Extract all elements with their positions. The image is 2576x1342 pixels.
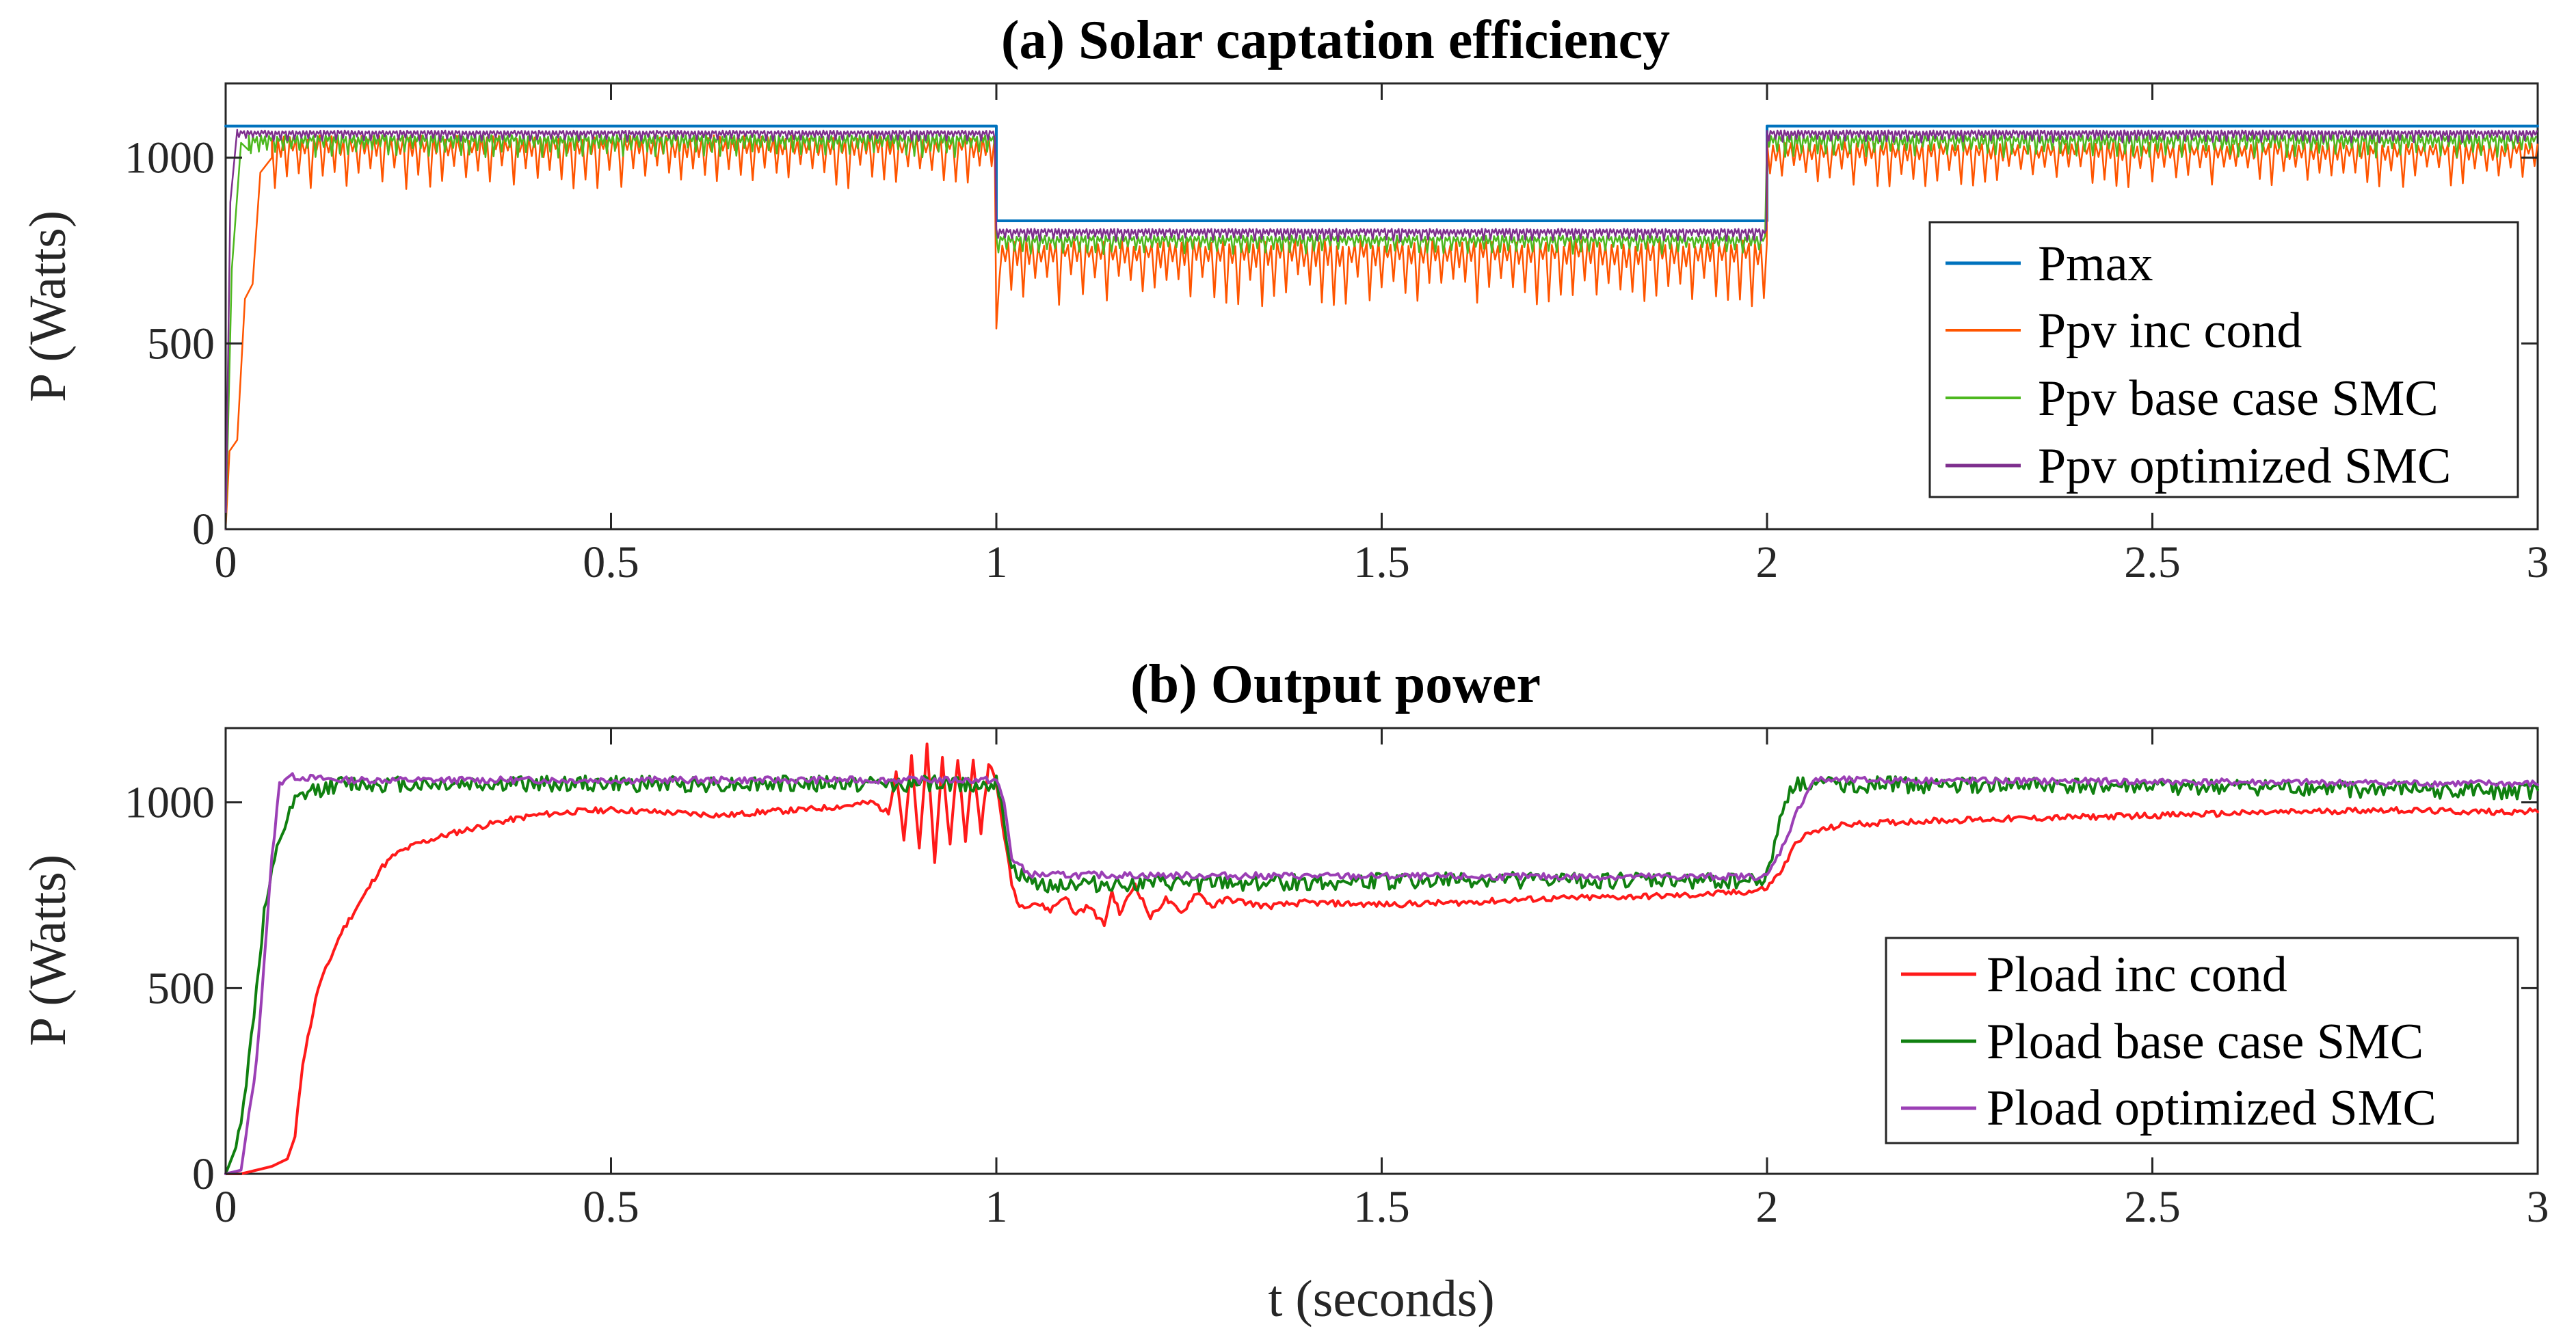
legend-label-ppv-optimized-smc: Ppv optimized SMC — [2038, 438, 2451, 494]
legend-label-pload-base-case-smc: Pload base case SMC — [1987, 1014, 2424, 1070]
x-tick-label: 0.5 — [583, 1182, 639, 1232]
x-tick-label: 1.5 — [1353, 1182, 1410, 1232]
panel-a-ticks: 0 0.5 1 1.5 2 2.5 3 0 500 1000 — [124, 83, 2549, 587]
panel-b-ticks: 0 0.5 1 1.5 2 2.5 3 0 500 1000 — [124, 728, 2549, 1232]
series-ppv-optimized-smc — [224, 129, 2538, 531]
panel-b-title: (b) Output power — [1130, 654, 1541, 714]
panel-a-ylabel: P (Watts) — [19, 211, 77, 402]
y-tick-label: 0 — [192, 1149, 215, 1199]
x-tick-label: 1 — [985, 537, 1008, 587]
x-tick-label: 0 — [215, 1182, 237, 1232]
x-tick-label: 1 — [985, 1182, 1008, 1232]
y-tick-label: 1000 — [124, 133, 215, 183]
y-tick-label: 500 — [147, 319, 215, 368]
y-tick-label: 1000 — [124, 778, 215, 828]
x-tick-label: 3 — [2527, 537, 2549, 587]
x-tick-label: 1.5 — [1353, 537, 1410, 587]
series-ppv-inc-cond — [224, 134, 2538, 531]
legend-label-ppv-inc-cond: Ppv inc cond — [2038, 303, 2302, 359]
panel-a-legend-box — [1928, 221, 2519, 498]
legend-label-pload-inc-cond: Pload inc cond — [1987, 947, 2287, 1003]
series-pmax — [224, 124, 2539, 222]
y-tick-label: 0 — [192, 505, 215, 554]
x-tick-label: 2 — [1756, 1182, 1779, 1232]
legend-label-ppv-base-case-smc: Ppv base case SMC — [2038, 371, 2439, 427]
x-tick-label: 2.5 — [2124, 537, 2181, 587]
panel-b: (b) Output power 0 0.5 1 1.5 2 2.5 3 0 500 1000 P… — [19, 654, 2549, 1328]
y-tick-label: 500 — [147, 963, 215, 1013]
legend-label-pload-optimized-smc: Pload optimized SMC — [1987, 1080, 2436, 1136]
panel-b-legend: Pload inc cond Pload base case SMC Pload… — [1885, 937, 2519, 1144]
x-tick-label: 3 — [2527, 1182, 2549, 1232]
panel-a: (a) Solar captation efficiency 0 0.5 1 1.5 2… — [19, 10, 2549, 587]
panel-a-legend: Pmax Ppv inc cond Ppv base case SMC Ppv … — [1928, 221, 2519, 498]
panel-b-series — [224, 742, 2539, 1175]
x-tick-label: 0.5 — [583, 537, 639, 587]
panel-b-legend-box — [1885, 937, 2519, 1144]
panel-a-series — [224, 124, 2539, 531]
series-ppv-base-case-smc — [224, 133, 2537, 531]
x-tick-label: 2.5 — [2124, 1182, 2181, 1232]
series-pload-inc-cond — [224, 742, 2539, 1175]
series-pload-optimized-smc — [224, 772, 2539, 1175]
panel-b-ylabel: P (Watts) — [19, 855, 77, 1046]
panel-a-title: (a) Solar captation efficiency — [1001, 10, 1670, 70]
x-tick-label: 0 — [215, 537, 237, 587]
panel-b-xlabel: t (seconds) — [1268, 1270, 1494, 1328]
legend-label-pmax: Pmax — [2038, 236, 2153, 292]
x-tick-label: 2 — [1756, 537, 1779, 587]
